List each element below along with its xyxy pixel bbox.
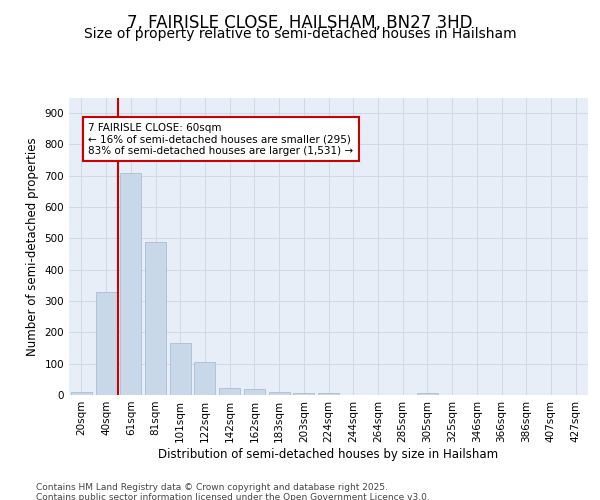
Bar (145, 242, 166, 395)
Bar (120, 172, 141, 395)
Bar (293, 394, 314, 395)
Text: 7 FAIRISLE CLOSE: 60sqm
← 16% of semi-detached houses are smaller (295)
83% of s: 7 FAIRISLE CLOSE: 60sqm ← 16% of semi-de… (88, 122, 353, 156)
Bar (194, 362, 215, 395)
Text: Contains HM Land Registry data © Crown copyright and database right 2025.
Contai: Contains HM Land Registry data © Crown c… (36, 482, 430, 500)
Bar (219, 388, 240, 395)
Y-axis label: Number of semi-detached properties: Number of semi-detached properties (26, 137, 39, 356)
Text: Size of property relative to semi-detached houses in Hailsham: Size of property relative to semi-detach… (83, 27, 517, 41)
Bar (244, 390, 265, 395)
Text: 7, FAIRISLE CLOSE, HAILSHAM, BN27 3HD: 7, FAIRISLE CLOSE, HAILSHAM, BN27 3HD (127, 14, 473, 32)
Bar (71, 392, 92, 395)
Bar (95, 292, 116, 395)
Bar (170, 344, 191, 395)
Bar (269, 392, 290, 395)
Bar (318, 394, 339, 395)
X-axis label: Distribution of semi-detached houses by size in Hailsham: Distribution of semi-detached houses by … (158, 448, 499, 460)
Bar (417, 394, 438, 395)
